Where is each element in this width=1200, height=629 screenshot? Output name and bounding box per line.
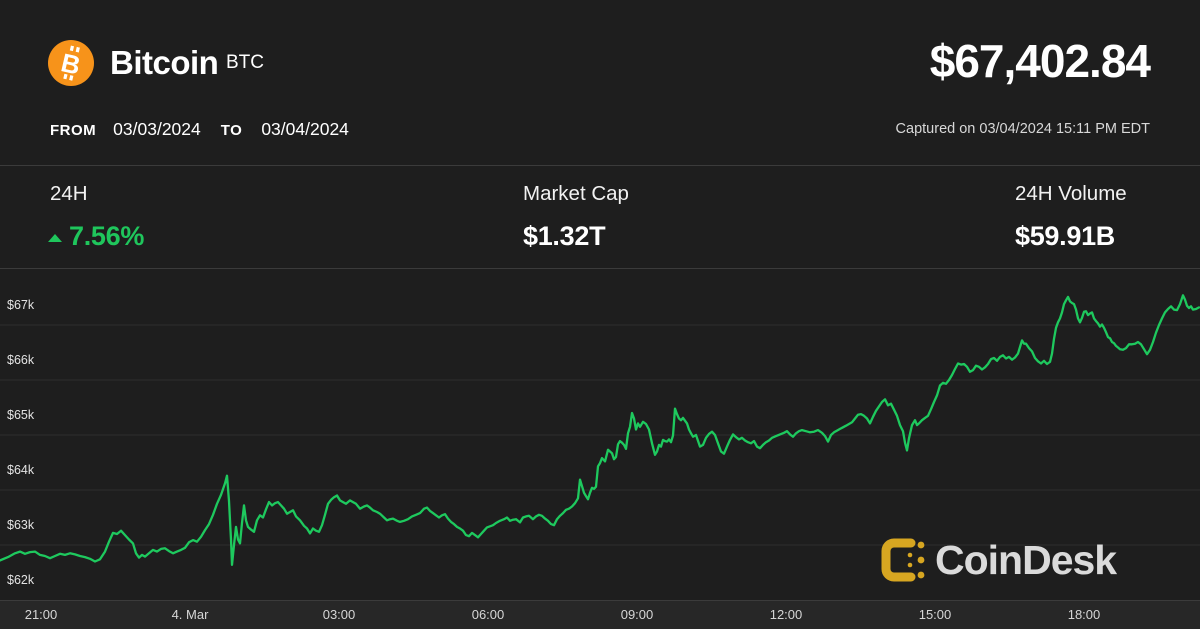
coindesk-icon [881, 538, 925, 582]
x-axis: 21:00 4. Mar 03:00 06:00 09:00 12:00 15:00 18:0… [0, 600, 1200, 629]
bitcoin-icon: B [48, 40, 94, 86]
y-tick-label: $64k [7, 463, 35, 477]
coin-name: Bitcoin [110, 44, 219, 81]
current-price: $67,402.84 [929, 35, 1151, 87]
up-arrow-icon [48, 234, 62, 242]
to-label: TO [220, 122, 243, 139]
change-percent: 7.56% [69, 221, 145, 251]
coindesk-logo: CoinDesk [879, 536, 1117, 584]
y-tick-label: $65k [7, 408, 35, 422]
to-date: 03/04/2024 [261, 119, 349, 139]
market-cap-label: Market Cap [523, 182, 629, 205]
change-value: 7.56% [48, 221, 144, 252]
y-tick-label: $67k [7, 298, 35, 312]
price-line [0, 294, 1200, 566]
from-date: 03/03/2024 [113, 119, 201, 139]
price-chart: $67k $66k $65k $64k $63k $62k [0, 268, 1200, 600]
x-tick-label: 12:00 [769, 607, 803, 622]
bitcoin-b-glyph: B [58, 45, 83, 81]
captured-timestamp: Captured on 03/04/2024 15:11 PM EDT [895, 121, 1150, 137]
divider-chart-top [0, 268, 1200, 269]
volume-label: 24H Volume [1015, 182, 1127, 205]
x-tick-label: 03:00 [322, 607, 356, 622]
date-range: FROM 03/03/2024 TO 03/04/2024 [50, 119, 349, 140]
y-tick-label: $63k [7, 518, 35, 532]
coin-symbol: BTC [226, 52, 264, 73]
x-tick-label: 18:00 [1067, 607, 1101, 622]
divider-top [0, 165, 1200, 166]
x-tick-label: 21:00 [24, 607, 58, 622]
x-tick-label: 06:00 [471, 607, 505, 622]
coindesk-wordmark: CoinDesk [935, 536, 1117, 583]
volume-value: $59.91B [1015, 221, 1115, 251]
price-chart-svg [0, 294, 1200, 566]
x-tick-label: 15:00 [918, 607, 952, 622]
svg-text:B: B [58, 47, 83, 80]
from-label: FROM [50, 122, 97, 139]
x-tick-label: 4. Mar [171, 607, 209, 622]
market-cap-value: $1.32T [523, 221, 606, 251]
x-tick-label: 09:00 [620, 607, 654, 622]
y-tick-label: $66k [7, 353, 35, 367]
y-tick-label: $62k [7, 573, 35, 587]
change-label: 24H [50, 182, 88, 205]
